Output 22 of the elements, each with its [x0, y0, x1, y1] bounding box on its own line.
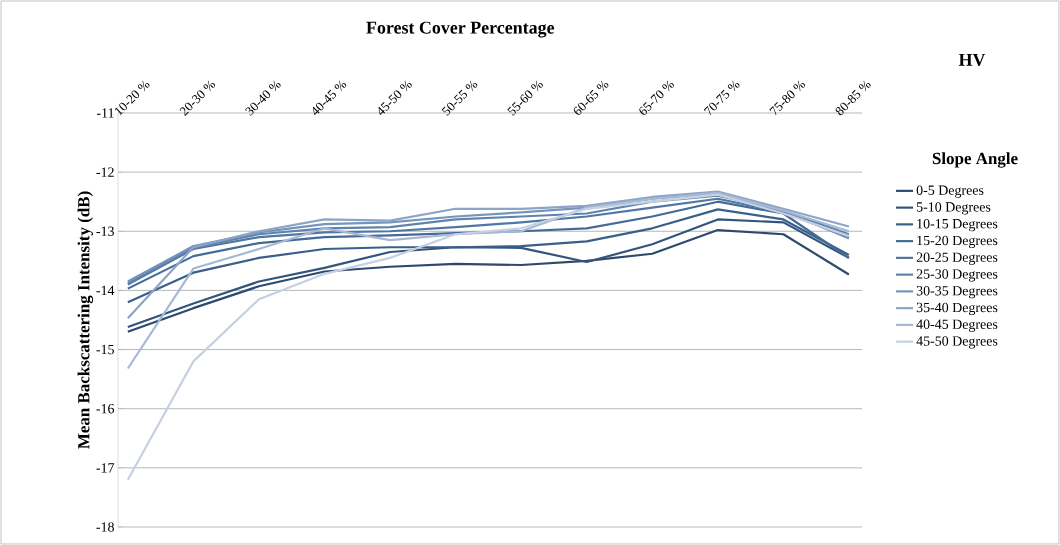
legend-label: 30-35 Degrees: [916, 286, 998, 299]
y-tick-label: -15: [96, 344, 114, 355]
legend-label: 10-15 Degrees: [917, 218, 998, 232]
legend-label: 25-30 Degrees: [916, 269, 998, 282]
y-tick-label: -18: [96, 522, 114, 532]
legend-label: 20-25 Degrees: [916, 252, 998, 265]
y-tick-label: -13: [96, 226, 114, 236]
y-tick-label: -16: [96, 404, 115, 414]
y-tick-label: -14: [96, 285, 115, 296]
legend-label: 0-5 Degrees: [916, 185, 984, 198]
y-tick-label: -11: [96, 108, 114, 118]
legend-label: 40-45 Degrees: [916, 319, 998, 332]
text: HV: [958, 53, 986, 66]
y-axis-title: Mean Backscattering Intensity (dB): [77, 191, 94, 449]
legend-label: 15-20 Degrees: [917, 235, 998, 249]
legend-label: 5-10 Degrees: [916, 202, 991, 215]
legend-label: 35-40 Degrees: [916, 302, 998, 316]
legend-title: Slope Angle: [932, 152, 1018, 168]
x-axis-title: Forest Cover Percentage: [366, 21, 555, 38]
legend-label: 45-50 Degrees: [916, 336, 998, 349]
y-tick-label: -12: [96, 167, 114, 177]
y-tick-label: -17: [96, 463, 115, 473]
